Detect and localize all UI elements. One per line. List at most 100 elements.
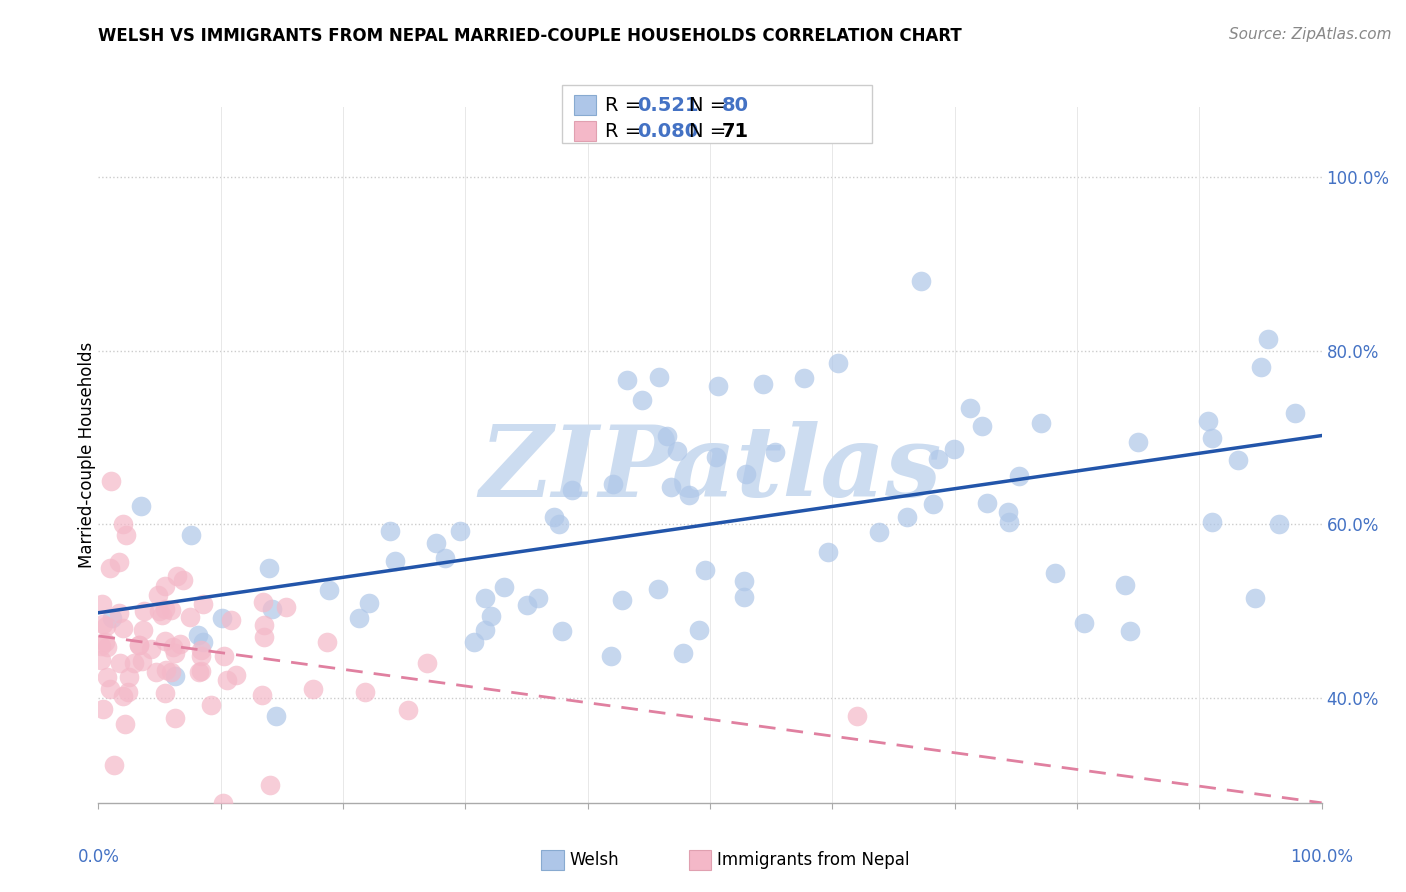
Point xyxy=(112,689,135,703)
Point xyxy=(734,467,756,482)
Point xyxy=(648,369,671,384)
Point xyxy=(706,379,728,393)
Point xyxy=(302,681,325,696)
Point xyxy=(191,635,214,649)
Point xyxy=(172,573,194,587)
Point xyxy=(527,591,550,605)
Text: 0.0%: 0.0% xyxy=(77,848,120,866)
Point xyxy=(117,670,139,684)
Point xyxy=(252,595,274,609)
Point xyxy=(630,392,652,407)
Point xyxy=(128,638,150,652)
Point xyxy=(132,623,155,637)
Text: N =: N = xyxy=(689,121,733,141)
Point xyxy=(647,582,669,596)
Point xyxy=(922,497,945,511)
Point xyxy=(94,635,117,649)
Point xyxy=(479,609,502,624)
Point xyxy=(793,371,815,385)
Point xyxy=(141,642,163,657)
Point xyxy=(219,613,242,627)
Point xyxy=(103,757,125,772)
Point xyxy=(315,635,337,649)
Point xyxy=(1118,624,1140,638)
Point xyxy=(659,480,682,494)
Point xyxy=(190,648,212,663)
Point xyxy=(250,688,273,702)
Point xyxy=(492,580,515,594)
Point xyxy=(212,796,235,810)
Text: 80: 80 xyxy=(721,95,748,115)
Point xyxy=(266,708,288,723)
Point xyxy=(416,657,439,671)
Point xyxy=(114,717,136,731)
Point xyxy=(148,604,170,618)
Point xyxy=(1008,469,1031,483)
Text: R =: R = xyxy=(605,95,647,115)
Point xyxy=(91,617,114,632)
Point xyxy=(190,643,212,657)
Point xyxy=(516,598,538,612)
Point xyxy=(94,619,117,633)
Point xyxy=(98,561,121,575)
Y-axis label: Married-couple Households: Married-couple Households xyxy=(79,342,96,568)
Point xyxy=(353,685,375,699)
Point xyxy=(672,646,695,660)
Point xyxy=(1031,416,1053,430)
Point xyxy=(942,442,965,457)
Text: 0.521: 0.521 xyxy=(637,95,699,115)
Point xyxy=(396,703,419,717)
Text: WELSH VS IMMIGRANTS FROM NEPAL MARRIED-COUPLE HOUSEHOLDS CORRELATION CHART: WELSH VS IMMIGRANTS FROM NEPAL MARRIED-C… xyxy=(98,27,962,45)
Point xyxy=(217,673,239,687)
Point xyxy=(276,600,298,615)
Point xyxy=(1257,332,1279,346)
Point xyxy=(1201,515,1223,529)
Point xyxy=(150,607,173,622)
Point xyxy=(543,509,565,524)
Point xyxy=(433,550,456,565)
Point xyxy=(1201,431,1223,445)
Point xyxy=(678,488,700,502)
Point xyxy=(959,401,981,415)
Point xyxy=(550,624,572,638)
Point xyxy=(91,597,114,611)
Point xyxy=(734,574,756,588)
Text: Welsh: Welsh xyxy=(569,851,619,869)
Point xyxy=(384,554,406,568)
Point xyxy=(148,588,170,602)
Point xyxy=(733,590,755,604)
Point xyxy=(187,628,209,642)
Text: 100.0%: 100.0% xyxy=(1291,848,1353,866)
Point xyxy=(259,778,281,793)
Point xyxy=(1227,453,1250,467)
Point xyxy=(1250,360,1272,375)
Point xyxy=(166,569,188,583)
Point xyxy=(1043,566,1066,580)
Text: R =: R = xyxy=(605,121,647,141)
Point xyxy=(599,648,621,663)
Point xyxy=(693,563,716,577)
Point xyxy=(474,624,496,638)
Point xyxy=(225,668,247,682)
Point xyxy=(169,637,191,651)
Point xyxy=(602,477,624,491)
Point xyxy=(96,669,118,683)
Point xyxy=(100,474,122,488)
Text: Immigrants from Nepal: Immigrants from Nepal xyxy=(717,851,910,869)
Point xyxy=(666,444,689,458)
Point xyxy=(211,611,233,625)
Point xyxy=(187,665,209,679)
Point xyxy=(132,604,155,618)
Point xyxy=(704,450,727,464)
Point xyxy=(155,602,177,616)
Point xyxy=(610,593,633,607)
Point xyxy=(128,638,150,652)
Point xyxy=(200,698,222,713)
Point xyxy=(763,445,786,459)
Point xyxy=(179,527,201,541)
Point xyxy=(122,656,145,670)
Text: 71: 71 xyxy=(721,121,748,141)
Point xyxy=(96,640,118,654)
Point xyxy=(548,517,571,532)
Point xyxy=(463,635,485,649)
